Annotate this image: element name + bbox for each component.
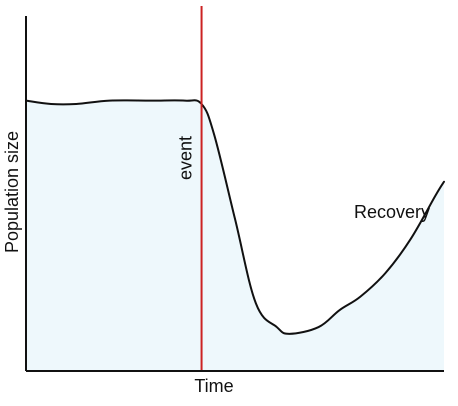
recovery-label: Recovery xyxy=(354,202,430,222)
y-axis-label: Population size xyxy=(2,131,22,253)
population-area-fill xyxy=(26,100,444,371)
event-label: event xyxy=(176,136,196,180)
population-curve xyxy=(25,99,445,335)
x-axis-label: Time xyxy=(194,376,233,396)
